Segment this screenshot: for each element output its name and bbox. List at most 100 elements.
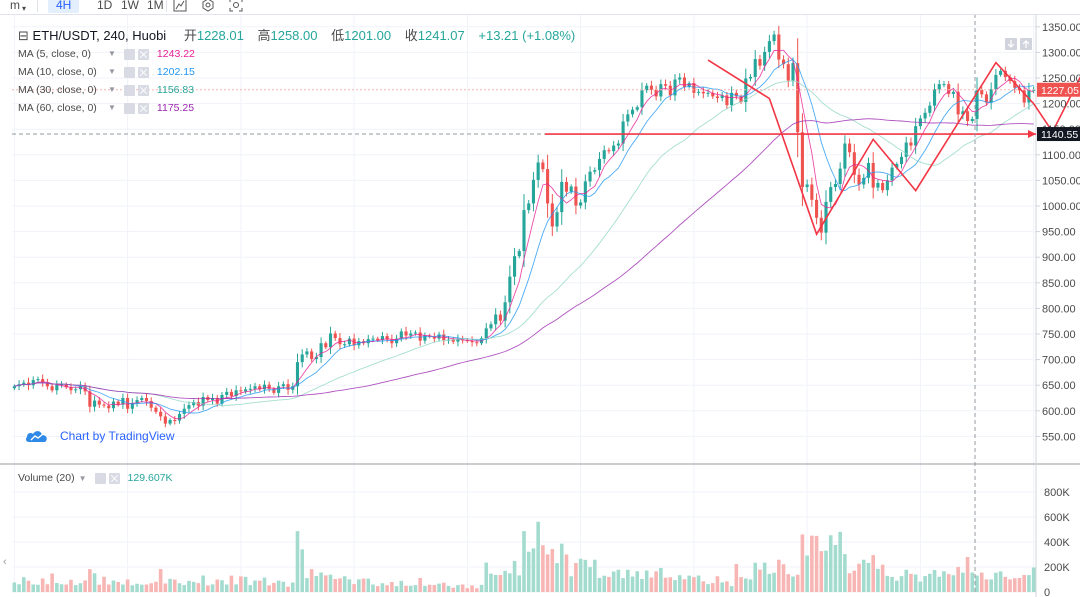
volume-bar	[550, 549, 555, 592]
candle-body	[715, 96, 720, 98]
volume-bar	[503, 570, 507, 592]
candle-body	[140, 398, 144, 401]
interval-dropdown-icon[interactable]: ▾	[22, 4, 27, 13]
price-tick-label: 650.00	[1042, 380, 1076, 392]
interval-1w-button[interactable]: 1W	[121, 0, 139, 12]
ma60-legend[interactable]: MA (60, close, 0) ▼ 1175.25	[18, 99, 585, 117]
candle-body	[536, 162, 540, 180]
candle-body	[64, 384, 68, 388]
volume-bar	[682, 579, 687, 592]
volume-bar	[144, 584, 149, 592]
candle-body	[59, 384, 64, 386]
close-icon[interactable]	[137, 66, 149, 78]
volume-bar	[125, 579, 130, 592]
chevron-down-icon[interactable]: ▼	[108, 103, 116, 112]
interval-4h-button[interactable]: 4H	[48, 0, 80, 13]
volume-bar	[116, 582, 120, 592]
volume-bar	[88, 569, 92, 592]
volume-bar	[276, 580, 281, 592]
volume-bar	[706, 584, 710, 592]
interval-minutes-button[interactable]: m	[10, 0, 20, 12]
chevron-down-icon[interactable]: ▼	[108, 67, 116, 76]
candle-body	[956, 91, 960, 115]
settings-icon[interactable]	[94, 472, 106, 484]
screenshot-icon[interactable]	[229, 0, 243, 12]
candle-body	[173, 420, 177, 422]
settings-icon[interactable]	[123, 66, 135, 78]
volume-bar	[814, 535, 819, 592]
candle-body	[88, 391, 92, 407]
close-icon[interactable]	[137, 84, 149, 96]
chevron-down-icon[interactable]: ▼	[108, 49, 116, 58]
close-icon[interactable]	[108, 472, 120, 484]
change-value: +13.21 (+1.08%)	[478, 28, 576, 43]
volume-bar	[621, 578, 625, 592]
volume-bar	[50, 573, 54, 592]
volume-bar	[640, 579, 644, 592]
candle-body	[706, 92, 710, 94]
candle-body	[852, 152, 856, 175]
volume-bar	[262, 577, 267, 592]
candle-body	[517, 251, 521, 257]
volume-bar	[163, 583, 168, 592]
volume-legend[interactable]: Volume (20) ▼ 129.607K	[18, 472, 173, 484]
volume-bar	[45, 584, 50, 592]
last-price-tag	[1037, 82, 1080, 97]
candle-body	[546, 169, 550, 204]
ma30-legend[interactable]: MA (30, close, 0) ▼ 1156.83	[18, 81, 585, 99]
price-tick-label: 1050.00	[1042, 175, 1080, 187]
collapse-legend-icon[interactable]: ⊟	[18, 28, 29, 43]
volume-bar	[531, 548, 536, 592]
settings-icon[interactable]	[123, 84, 135, 96]
scroll-up-button[interactable]	[1020, 38, 1032, 50]
volume-bar	[1022, 575, 1026, 592]
interval-1d-button[interactable]: 1D	[97, 0, 113, 12]
interval-1m-button[interactable]: 1M	[147, 0, 164, 12]
candle-body	[409, 333, 413, 336]
candle-body	[527, 203, 531, 211]
candle-body	[947, 84, 951, 94]
candle-body	[277, 386, 281, 393]
settings-icon[interactable]	[123, 48, 135, 60]
ma10-legend[interactable]: MA (10, close, 0) ▼ 1202.15	[18, 63, 585, 81]
settings-icon[interactable]	[201, 0, 215, 12]
volume-bar	[479, 584, 484, 592]
volume-name: Volume (20)	[18, 472, 75, 484]
candle-body	[475, 342, 479, 344]
candle-body	[555, 212, 559, 227]
volume-bar	[177, 583, 182, 592]
volume-bar	[1017, 578, 1022, 592]
ma5-legend[interactable]: MA (5, close, 0) ▼ 1243.22	[18, 45, 585, 63]
chevron-down-icon[interactable]: ▼	[108, 85, 116, 94]
candle-body	[244, 389, 248, 392]
volume-bar	[69, 579, 73, 592]
volume-bar	[470, 585, 474, 592]
volume-bar	[328, 574, 333, 592]
volume-bar	[493, 575, 498, 592]
volume-bar	[243, 576, 248, 592]
volume-bar	[937, 576, 942, 592]
close-icon[interactable]	[137, 102, 149, 114]
candle-body	[980, 89, 984, 95]
volume-bar	[1008, 579, 1012, 592]
scroll-left-icon[interactable]: ‹	[3, 556, 7, 568]
price-tick-label: 1300.00	[1042, 47, 1080, 59]
volume-bar	[833, 545, 838, 592]
settings-icon[interactable]	[123, 102, 135, 114]
candle-body	[588, 171, 592, 182]
tradingview-watermark[interactable]: Chart by TradingView	[25, 427, 175, 444]
chevron-down-icon[interactable]: ▼	[78, 473, 87, 483]
candle-body	[451, 339, 455, 342]
volume-bar	[777, 559, 781, 592]
volume-bar	[465, 588, 470, 592]
indicators-icon[interactable]	[173, 0, 187, 12]
candle-body	[163, 416, 167, 424]
crosshair-price-value: 1140.55	[1041, 129, 1078, 141]
volume-bar	[942, 571, 946, 592]
scroll-down-button[interactable]	[1005, 38, 1017, 50]
volume-bar	[710, 583, 715, 592]
candle-body	[999, 70, 1003, 75]
close-icon[interactable]	[137, 48, 149, 60]
volume-bar	[36, 584, 40, 592]
